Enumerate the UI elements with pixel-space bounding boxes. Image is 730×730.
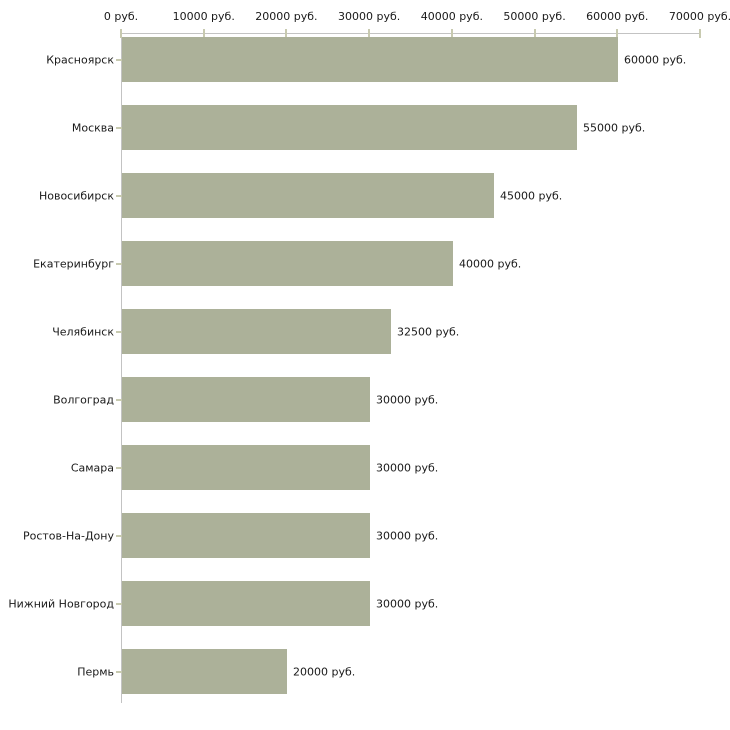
bar-value-label: 45000 руб.: [500, 189, 563, 202]
category-label: Москва: [71, 121, 114, 134]
bar-5: [122, 377, 370, 422]
x-tick-label: 60000 руб.: [586, 10, 649, 23]
category-label: Ростов-На-Дону: [22, 529, 114, 542]
y-axis-line: [121, 33, 122, 703]
x-axis-tick: [699, 29, 701, 38]
category-label: Волгоград: [53, 393, 114, 406]
x-axis-tick: [285, 29, 288, 38]
category-tick: [116, 602, 122, 605]
category-tick: [116, 262, 122, 265]
bar-value-label: 30000 руб.: [376, 393, 439, 406]
bar-value-label: 55000 руб.: [583, 121, 646, 134]
bar-1: [122, 105, 577, 150]
category-label: Пермь: [77, 665, 114, 678]
x-tick-label: 70000 руб.: [668, 10, 730, 23]
bar-value-label: 30000 руб.: [376, 597, 439, 610]
category-label: Нижний Новгород: [8, 597, 114, 610]
x-axis-tick: [202, 29, 205, 38]
category-tick: [116, 466, 122, 469]
x-axis-tick: [450, 29, 453, 38]
x-tick-label: 30000 руб.: [338, 10, 401, 23]
x-axis-line: [121, 33, 701, 34]
bar-7: [122, 513, 370, 558]
x-axis-tick: [120, 29, 122, 38]
bar-3: [122, 241, 453, 286]
bar-9: [122, 649, 287, 694]
bar-4: [122, 309, 391, 354]
category-label: Самара: [70, 461, 114, 474]
x-axis-tick: [533, 29, 536, 38]
bar-value-label: 30000 руб.: [376, 461, 439, 474]
x-tick-label: 10000 руб.: [172, 10, 235, 23]
category-tick: [116, 58, 122, 61]
bar-6: [122, 445, 370, 490]
category-tick: [116, 398, 122, 401]
bar-value-label: 32500 руб.: [397, 325, 460, 338]
category-tick: [116, 670, 122, 673]
bar-8: [122, 581, 370, 626]
bar-0: [122, 37, 618, 82]
category-label: Челябинск: [52, 325, 114, 338]
category-label: Екатеринбург: [33, 257, 114, 270]
bar-value-label: 20000 руб.: [293, 665, 356, 678]
bar-value-label: 40000 руб.: [459, 257, 522, 270]
category-tick: [116, 330, 122, 333]
category-label: Красноярск: [46, 53, 114, 66]
x-axis-tick: [616, 29, 619, 38]
x-axis-tick: [368, 29, 371, 38]
x-tick-label: 20000 руб.: [255, 10, 318, 23]
bar-value-label: 30000 руб.: [376, 529, 439, 542]
category-tick: [116, 126, 122, 129]
bar-2: [122, 173, 494, 218]
x-tick-label: 50000 руб.: [503, 10, 566, 23]
x-tick-label: 40000 руб.: [420, 10, 483, 23]
category-label: Новосибирск: [38, 189, 114, 202]
category-tick: [116, 534, 122, 537]
bar-value-label: 60000 руб.: [624, 53, 687, 66]
x-tick-label: 0 руб.: [103, 10, 139, 23]
category-tick: [116, 194, 122, 197]
